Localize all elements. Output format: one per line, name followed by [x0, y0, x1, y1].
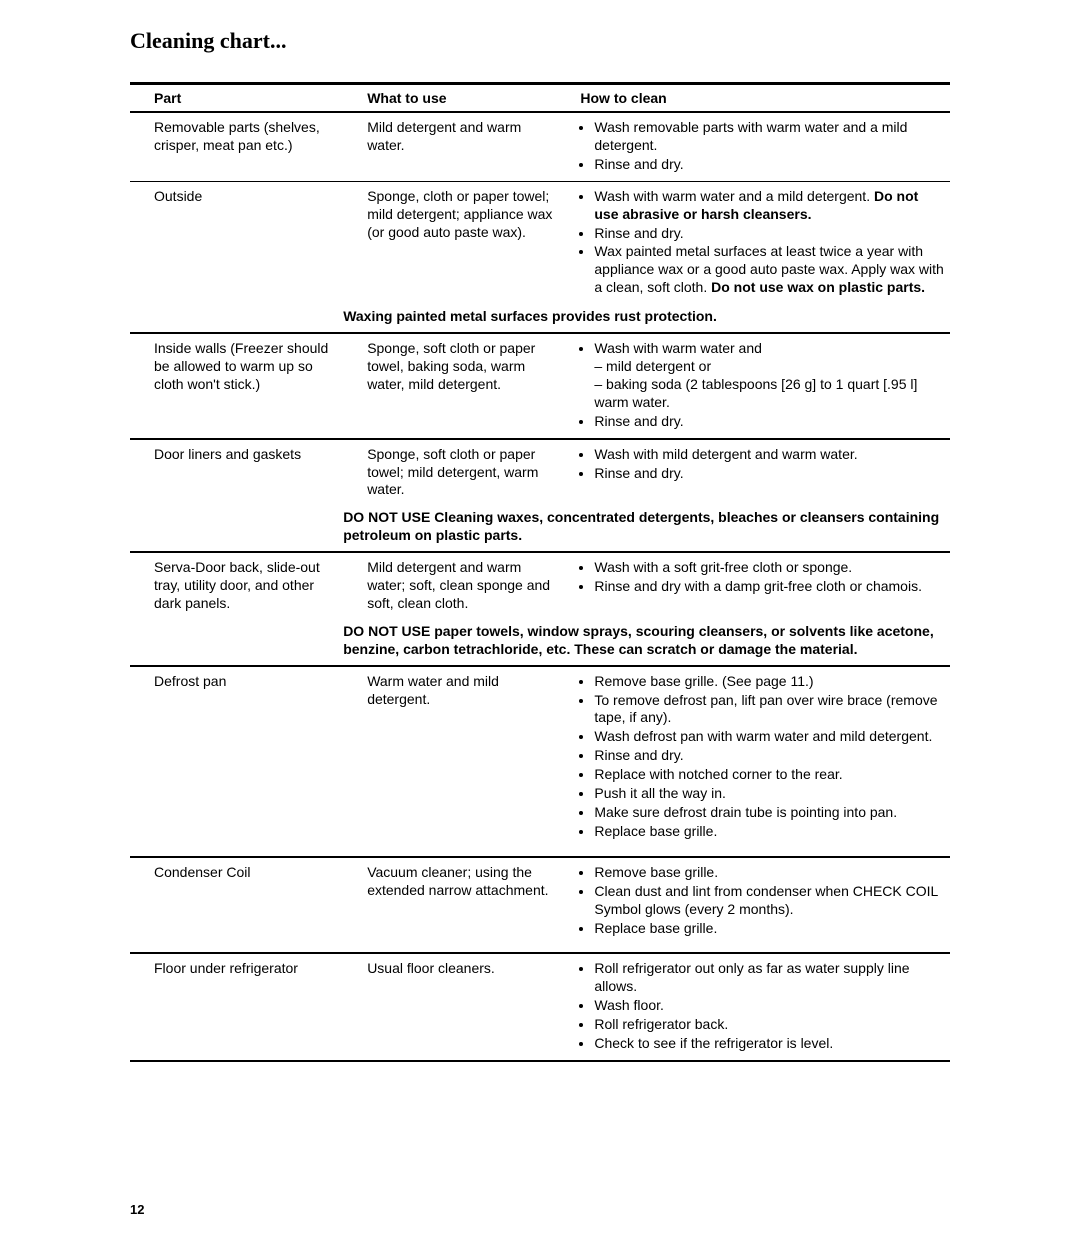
cell-part: Outside — [130, 181, 343, 304]
cell-part: Door liners and gaskets — [130, 439, 343, 506]
how-item: Roll refrigerator back. — [594, 1016, 944, 1034]
cleaning-chart-table: Part What to use How to clean Removable … — [130, 82, 950, 1062]
cell-part: Serva-Door back, slide-out tray, utility… — [130, 552, 343, 619]
cell-use: Vacuum cleaner; using the extended narro… — [343, 857, 556, 954]
note: DO NOT USE Cleaning waxes, concentrated … — [343, 505, 950, 552]
how-item: Rinse and dry. — [594, 413, 944, 431]
note-row: DO NOT USE Cleaning waxes, concentrated … — [130, 505, 950, 552]
cell-how: Remove base grille. Clean dust and lint … — [556, 857, 950, 954]
how-item: Wash defrost pan with warm water and mil… — [594, 728, 944, 746]
how-item: Replace with notched corner to the rear. — [594, 766, 944, 784]
table-row: Door liners and gaskets Sponge, soft clo… — [130, 439, 950, 506]
table-row: Inside walls (Freezer should be allowed … — [130, 333, 950, 439]
table-row: Floor under refrigerator Usual floor cle… — [130, 953, 950, 1061]
cell-how: Wash with mild detergent and warm water.… — [556, 439, 950, 506]
table-header-row: Part What to use How to clean — [130, 84, 950, 113]
header-part: Part — [130, 84, 343, 113]
table-row: Condenser Coil Vacuum cleaner; using the… — [130, 857, 950, 954]
cell-use: Sponge, soft cloth or paper towel, bakin… — [343, 333, 556, 439]
cell-use: Mild detergent and warm water. — [343, 112, 556, 181]
cell-use: Sponge, cloth or paper towel; mild deter… — [343, 181, 556, 304]
header-use: What to use — [343, 84, 556, 113]
cell-use: Warm water and mild detergent. — [343, 666, 556, 857]
cell-use: Usual floor cleaners. — [343, 953, 556, 1061]
cell-how: Wash removable parts with warm water and… — [556, 112, 950, 181]
how-item: Replace base grille. — [594, 823, 944, 841]
cell-part: Removable parts (shelves, crisper, meat … — [130, 112, 343, 181]
cell-use: Mild detergent and warm water; soft, cle… — [343, 552, 556, 619]
cell-how: Remove base grille. (See page 11.) To re… — [556, 666, 950, 857]
how-item: Rinse and dry. — [594, 156, 944, 174]
how-item: Wax painted metal surfaces at least twic… — [594, 243, 944, 297]
note-row: DO NOT USE paper towels, window sprays, … — [130, 619, 950, 666]
note-row: Waxing painted metal surfaces provides r… — [130, 304, 950, 333]
how-item: Push it all the way in. — [594, 785, 944, 803]
how-item: Roll refrigerator out only as far as wat… — [594, 960, 944, 996]
how-item: Remove base grille. (See page 11.) — [594, 673, 944, 691]
how-item: Check to see if the refrigerator is leve… — [594, 1035, 944, 1053]
note: DO NOT USE paper towels, window sprays, … — [343, 619, 950, 666]
cell-how: Wash with warm water and a mild detergen… — [556, 181, 950, 304]
cell-part: Inside walls (Freezer should be allowed … — [130, 333, 343, 439]
how-item: Wash with warm water and a mild detergen… — [594, 188, 944, 224]
page: Cleaning chart... Part What to use How t… — [0, 0, 1080, 1241]
how-item: Replace base grille. — [594, 920, 944, 938]
page-number: 12 — [130, 1202, 144, 1217]
table-row: Outside Sponge, cloth or paper towel; mi… — [130, 181, 950, 304]
cell-how: Wash with a soft grit-free cloth or spon… — [556, 552, 950, 619]
cell-how: Wash with warm water and – mild detergen… — [556, 333, 950, 439]
how-item: Rinse and dry. — [594, 465, 944, 483]
how-item: Make sure defrost drain tube is pointing… — [594, 804, 944, 822]
table-row: Removable parts (shelves, crisper, meat … — [130, 112, 950, 181]
note: Waxing painted metal surfaces provides r… — [343, 304, 950, 333]
how-item: Wash with a soft grit-free cloth or spon… — [594, 559, 944, 577]
how-item: Clean dust and lint from condenser when … — [594, 883, 944, 919]
cell-part: Defrost pan — [130, 666, 343, 857]
cell-use: Sponge, soft cloth or paper towel; mild … — [343, 439, 556, 506]
table-row: Defrost pan Warm water and mild detergen… — [130, 666, 950, 857]
how-item: Rinse and dry. — [594, 225, 944, 243]
how-item: Remove base grille. — [594, 864, 944, 882]
how-item: Rinse and dry with a damp grit-free clot… — [594, 578, 944, 596]
cell-part: Condenser Coil — [130, 857, 343, 954]
how-item: Wash with warm water and – mild detergen… — [594, 340, 944, 412]
how-item: Wash removable parts with warm water and… — [594, 119, 944, 155]
how-item: Wash with mild detergent and warm water. — [594, 446, 944, 464]
cell-how: Roll refrigerator out only as far as wat… — [556, 953, 950, 1061]
table-row: Serva-Door back, slide-out tray, utility… — [130, 552, 950, 619]
how-item: Rinse and dry. — [594, 747, 944, 765]
how-item: Wash floor. — [594, 997, 944, 1015]
how-item: To remove defrost pan, lift pan over wir… — [594, 692, 944, 728]
cell-part: Floor under refrigerator — [130, 953, 343, 1061]
header-how: How to clean — [556, 84, 950, 113]
page-title: Cleaning chart... — [130, 28, 950, 54]
